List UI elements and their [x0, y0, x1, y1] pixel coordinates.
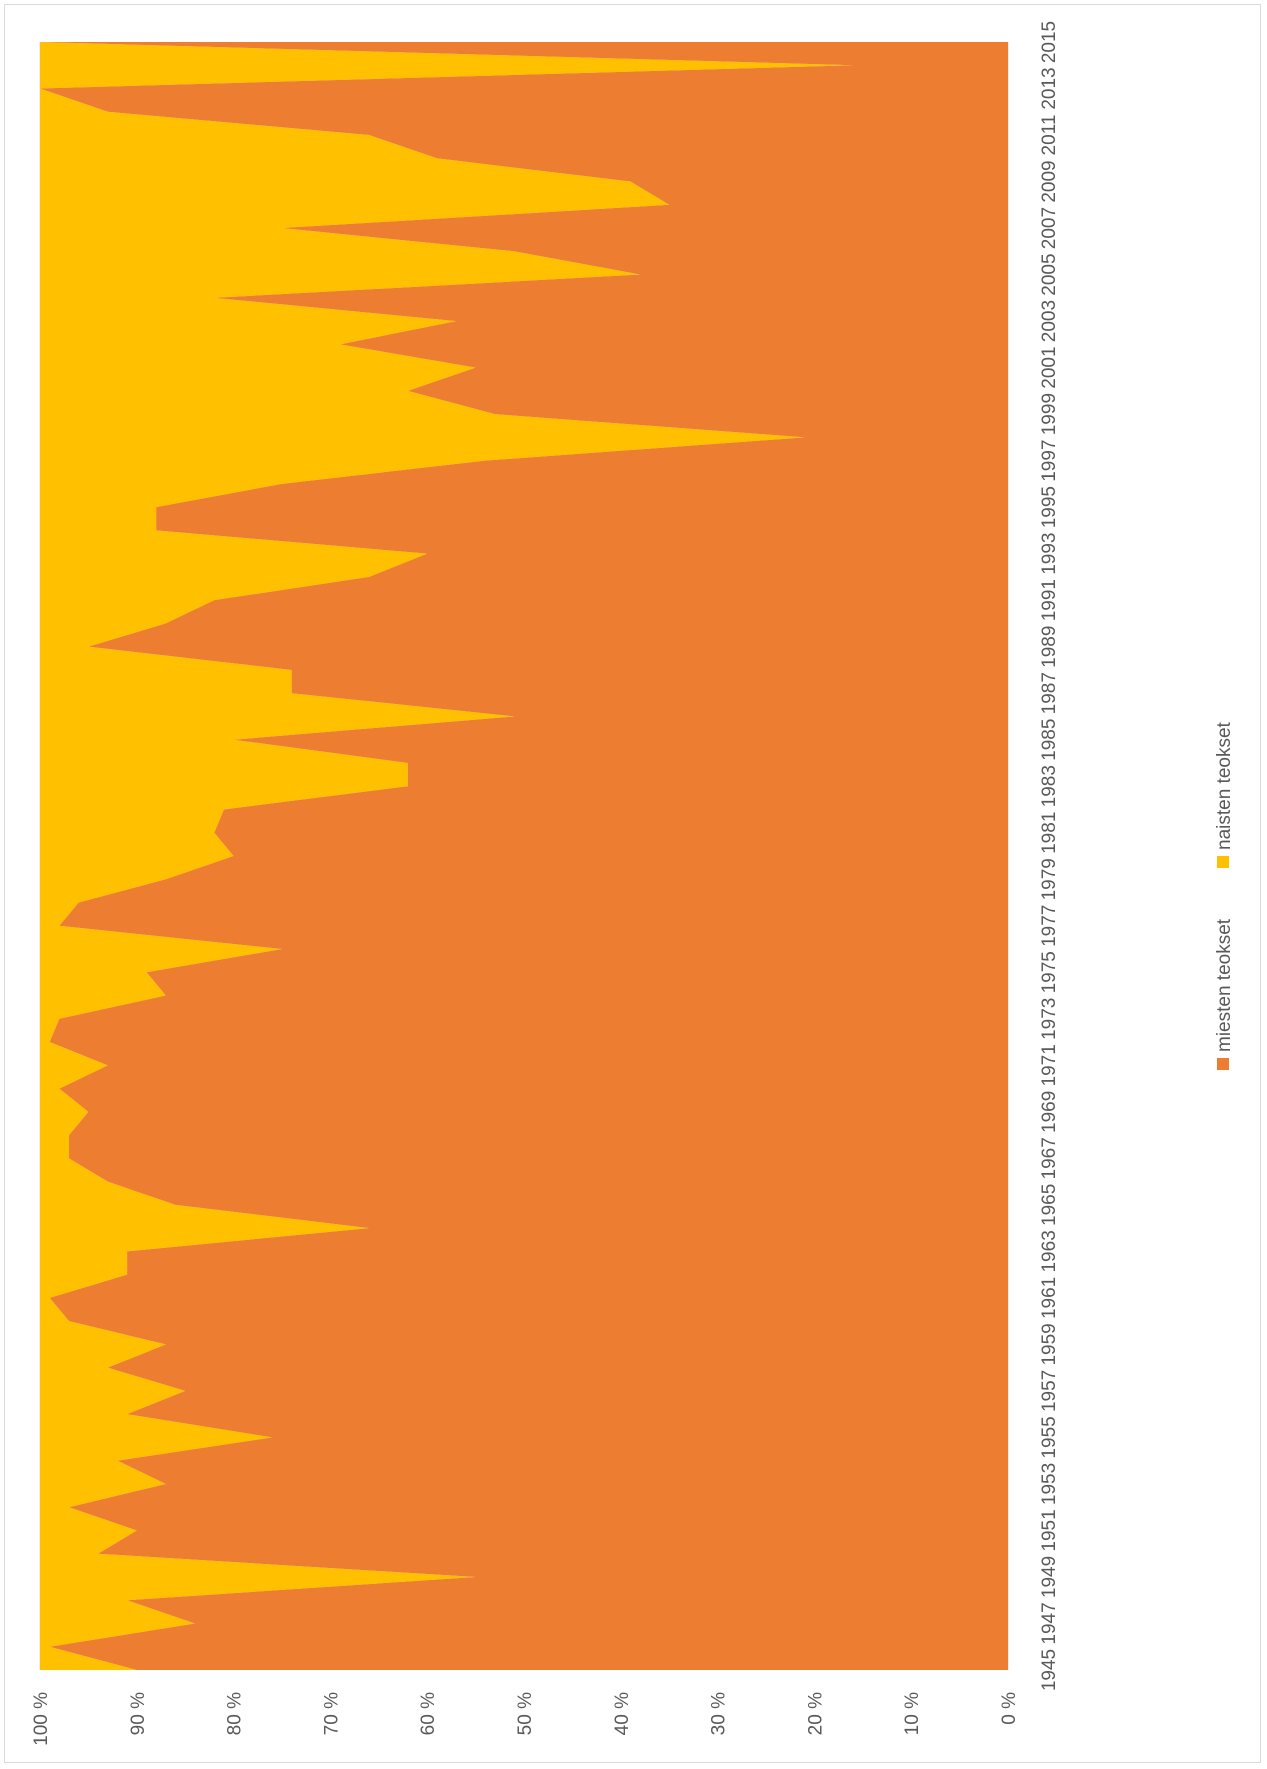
x-tick-label: 1947	[1039, 1602, 1060, 1644]
x-tick-label: 2011	[1039, 115, 1060, 156]
legend-label: naisten teokset	[1214, 721, 1235, 850]
y-tick-label: 60 %	[418, 1692, 439, 1735]
x-tick-label: 1969	[1039, 1091, 1060, 1133]
y-tick-label: 20 %	[805, 1692, 826, 1735]
y-tick-label: 30 %	[709, 1692, 730, 1735]
x-tick-label: 1993	[1039, 533, 1060, 575]
x-tick-label: 1977	[1039, 905, 1060, 947]
y-tick-label: 90 %	[128, 1692, 149, 1735]
x-tick-label: 1999	[1039, 393, 1060, 435]
x-tick-label: 1963	[1039, 1230, 1060, 1272]
x-tick-label: 1971	[1039, 1044, 1060, 1086]
x-tick-label: 1997	[1039, 439, 1060, 481]
x-tick-label: 1955	[1039, 1416, 1060, 1458]
x-tick-label: 1953	[1039, 1463, 1060, 1505]
x-tick-label: 1979	[1039, 858, 1060, 900]
x-tick-label: 2005	[1039, 253, 1060, 295]
y-tick-label: 100 %	[31, 1692, 52, 1746]
y-tick-label: 70 %	[321, 1692, 342, 1735]
x-tick-label: 1957	[1039, 1370, 1060, 1412]
y-tick-label: 40 %	[612, 1692, 633, 1735]
x-tick-label: 1961	[1039, 1277, 1060, 1319]
y-tick-label: 80 %	[225, 1692, 246, 1735]
x-tick-label: 1951	[1039, 1509, 1060, 1551]
x-tick-label: 1987	[1039, 672, 1060, 714]
x-tick-label: 2009	[1039, 160, 1060, 202]
x-tick-label: 2003	[1039, 300, 1060, 342]
x-tick-label: 1975	[1039, 951, 1060, 993]
area-miesten-teokset	[40, 42, 1008, 1670]
area-naisten-teokset	[40, 42, 854, 1670]
x-tick-label: 1981	[1039, 812, 1060, 854]
x-tick-label: 1983	[1039, 765, 1060, 807]
x-tick-label: 2013	[1039, 67, 1060, 109]
chart-frame	[4, 4, 1261, 1763]
legend-swatch	[1217, 1058, 1229, 1070]
x-tick-label: 1991	[1039, 579, 1060, 621]
x-tick-label: 2007	[1039, 207, 1060, 249]
y-tick-label: 10 %	[902, 1692, 923, 1735]
x-tick-label: 1985	[1039, 719, 1060, 761]
x-tick-label: 1949	[1039, 1556, 1060, 1598]
legend: miesten teokset naisten teokset	[1214, 721, 1235, 1070]
x-tick-label: 1995	[1039, 486, 1060, 528]
x-tick-label: 2015	[1039, 21, 1060, 63]
x-axis-ticks: 1945 1947 1949 1951 1953 1955 1957 1959 1961 1963…	[1039, 21, 1060, 1691]
x-tick-label: 2001	[1039, 346, 1060, 388]
x-tick-label: 1965	[1039, 1184, 1060, 1226]
x-tick-label: 1967	[1039, 1137, 1060, 1179]
legend-label: miesten teokset	[1214, 918, 1235, 1052]
y-axis-ticks: 0 % 10 % 20 % 30 % 40 % 50 % 60 % 70 % 80 % 90 % 1…	[31, 1692, 1020, 1746]
x-tick-label: 1973	[1039, 998, 1060, 1040]
y-tick-label: 0 %	[999, 1692, 1020, 1725]
x-tick-label: 1989	[1039, 626, 1060, 668]
series-areas	[40, 42, 1008, 1670]
x-tick-label: 1945	[1039, 1649, 1060, 1691]
y-tick-label: 50 %	[515, 1692, 536, 1735]
x-tick-label: 1959	[1039, 1323, 1060, 1365]
legend-swatch	[1217, 856, 1229, 868]
